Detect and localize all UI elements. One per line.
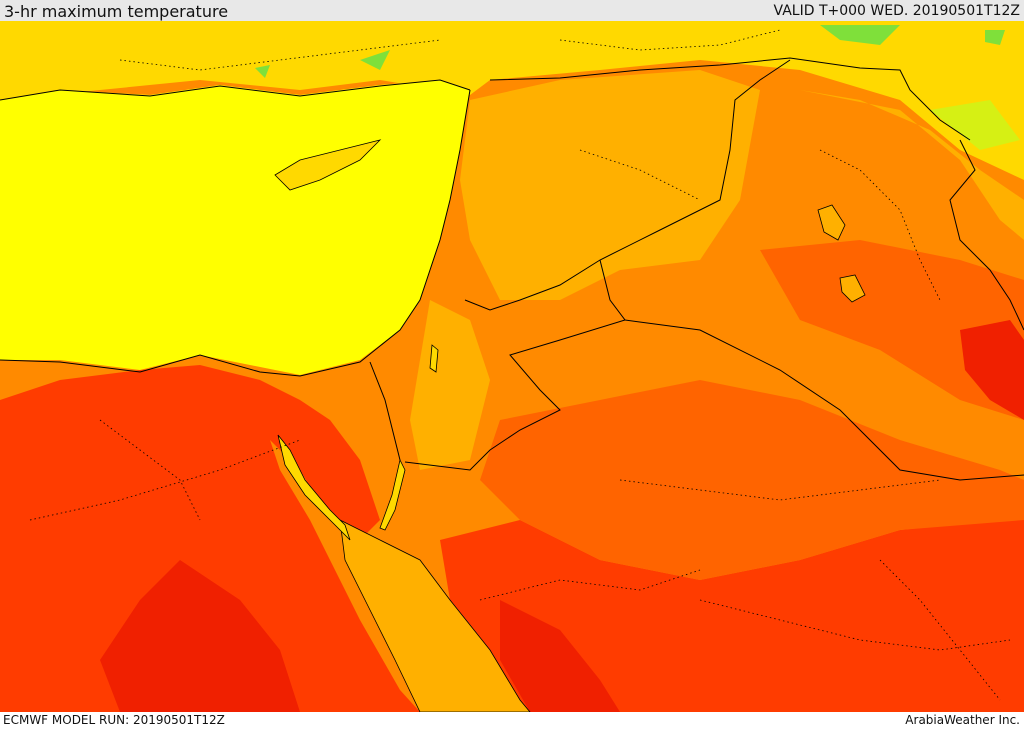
turkey-syria-border: [489, 57, 971, 141]
iraq-saudi-border: [624, 319, 1024, 481]
gulf-of-aqaba: [379, 458, 406, 531]
admin-boundary: [99, 419, 201, 521]
header-bar: [0, 0, 1024, 21]
red-sea: [339, 519, 531, 712]
admin-boundary: [29, 439, 301, 521]
temperature-band-light-orange-east: [800, 90, 1024, 240]
admin-boundary: [699, 599, 1011, 651]
temperature-core-red: [500, 600, 620, 712]
footer-bar: [0, 712, 1024, 729]
jordan-iraq-border: [404, 259, 626, 471]
gulf-of-suez: [277, 434, 351, 541]
temperature-band-dark-orange: [480, 380, 1024, 580]
syria-iraq-border: [464, 59, 791, 311]
turkey-coastline: [0, 79, 471, 101]
temperature-band-red-orange: [0, 365, 420, 712]
temperature-patch-green: [985, 30, 1005, 45]
temperature-core-red: [100, 560, 300, 712]
temperature-band-light-orange-levant: [410, 300, 490, 470]
lake-tharthar: [817, 204, 846, 241]
admin-boundary: [879, 559, 1001, 701]
temperature-patch-green: [360, 50, 390, 70]
mediterranean-coastline: [0, 89, 471, 377]
egypt-israel-border: [369, 361, 401, 461]
valid-time-label: VALID T+000 WED. 20190501T12Z: [773, 3, 1020, 19]
iran-iraq-border: [949, 139, 1024, 331]
credit-label: ArabiaWeather Inc.: [905, 713, 1020, 727]
temperature-band-red-orange-iraq: [760, 240, 1024, 420]
cyprus-island: [274, 139, 382, 191]
dead-sea: [429, 344, 439, 373]
temperature-patch-green: [820, 25, 900, 45]
admin-boundary: [479, 569, 701, 601]
temperature-patch-yellow-green: [930, 100, 1020, 150]
temperature-map[interactable]: [0, 21, 1024, 712]
temperature-band-light-orange: [460, 70, 760, 300]
temperature-patch-green: [255, 65, 270, 78]
temperature-core-red: [960, 320, 1024, 420]
map-title: 3-hr maximum temperature: [4, 2, 229, 21]
admin-boundary: [579, 149, 701, 201]
lake-razazza: [839, 274, 866, 303]
temperature-band-north: [0, 21, 1024, 180]
model-run-label: ECMWF MODEL RUN: 20190501T12Z: [3, 713, 225, 727]
